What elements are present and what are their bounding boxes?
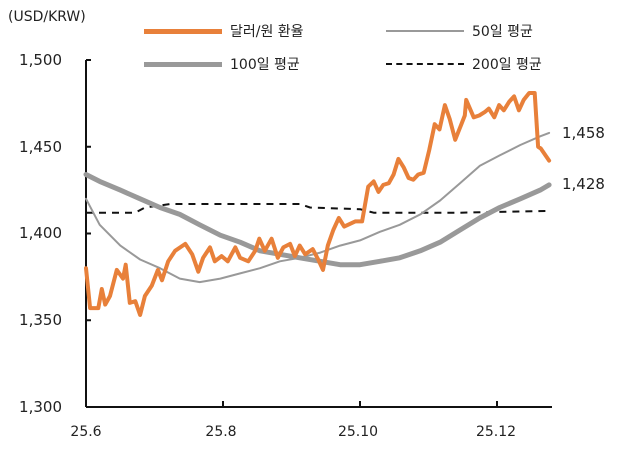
x-tick-label: 25.8	[205, 424, 237, 440]
legend-item-200day: 200일 평균	[386, 55, 542, 73]
legend-swatch-thick-gray	[144, 61, 222, 67]
series-line-usdkrw	[84, 91, 552, 317]
series-line-50day	[85, 131, 551, 284]
y-tick-label: 1,450	[19, 138, 62, 156]
legend-label: 100일 평균	[230, 57, 300, 73]
legend-item-usdkrw: 달러/원 환율	[144, 22, 304, 40]
y-tick-label: 1,350	[19, 311, 62, 329]
y-tick-label: 1,500	[19, 51, 62, 69]
legend-item-50day: 50일 평균	[386, 22, 533, 40]
legend-label: 달러/원 환율	[230, 24, 304, 40]
chart-series	[83, 91, 552, 317]
end-label-50day: 1,458	[562, 124, 605, 142]
y-tick-label: 1,300	[19, 398, 62, 416]
x-tick-label: 25.6	[70, 424, 102, 440]
legend-label: 50일 평균	[472, 24, 533, 40]
legend-label: 200일 평균	[472, 57, 542, 73]
end-label-100day: 1,428	[562, 175, 605, 193]
legend-swatch-thin-gray	[386, 30, 464, 32]
chart-axes	[85, 59, 552, 408]
series-line-100day	[83, 172, 552, 268]
legend-swatch-dashed-black	[386, 63, 464, 65]
series-line-200day	[86, 203, 550, 214]
y-tick-label: 1,400	[19, 224, 62, 242]
x-tick-label: 25.12	[475, 424, 517, 440]
legend-item-100day: 100일 평균	[144, 55, 300, 73]
x-tick-label: 25.10	[337, 424, 379, 440]
y-axis-unit-label: (USD/KRW)	[8, 9, 86, 25]
legend-swatch-orange	[144, 28, 222, 34]
